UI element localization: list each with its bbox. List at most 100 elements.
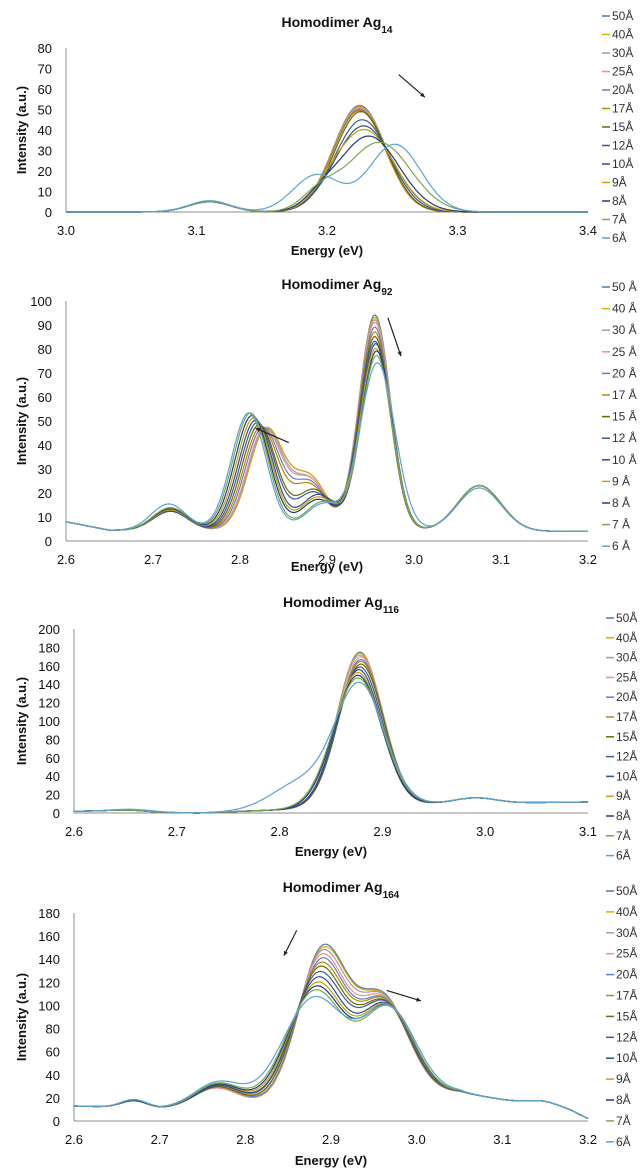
series-line-8Å — [66, 135, 588, 213]
legend-label: 12 Å — [612, 430, 637, 445]
trend-arrow — [283, 930, 298, 957]
x-tick-label: 3.1 — [492, 552, 510, 567]
legend-label: 30Å — [616, 650, 637, 665]
x-tick-label: 2.7 — [168, 824, 186, 839]
x-tick-label: 2.8 — [236, 1132, 254, 1147]
y-tick-label: 80 — [46, 732, 60, 747]
legend-item: 15Å — [606, 729, 637, 744]
series-line-20Å — [66, 108, 588, 213]
x-tick-label: 2.8 — [231, 552, 249, 567]
legend-item: 10 Å — [602, 452, 637, 467]
y-tick-label: 160 — [38, 659, 60, 674]
legend-item: 25Å — [606, 946, 637, 961]
legend-item: 25 Å — [602, 344, 637, 359]
y-axis-title: Intensity (a.u.) — [14, 377, 29, 465]
series-line-17Å — [66, 109, 588, 213]
legend-item: 30Å — [602, 45, 633, 60]
series-line-30Å — [74, 654, 588, 814]
legend-label: 12Å — [612, 138, 633, 153]
legend-item: 8Å — [602, 193, 627, 208]
legend-label: 20 Å — [612, 365, 637, 380]
series-line-6Å — [74, 681, 588, 814]
series-line-50Å — [66, 104, 588, 213]
legend-item: 30Å — [606, 925, 637, 940]
legend-label: 9Å — [616, 788, 631, 803]
chart-title-main: Homodimer Ag — [283, 594, 383, 610]
y-tick-label: 30 — [38, 462, 52, 477]
y-tick-label: 50 — [38, 103, 52, 118]
x-axis-title: Energy (eV) — [291, 559, 363, 574]
legend-item: 15 Å — [602, 409, 637, 424]
x-axis-title: Energy (eV) — [295, 844, 367, 859]
legend-item: 25Å — [602, 64, 633, 79]
legend-item: 17Å — [606, 988, 637, 1003]
series-line-25Å — [66, 107, 588, 213]
x-axis-title: Energy (eV) — [295, 1153, 367, 1168]
chart-panel-3: Homodimer Ag164 0 20 40 60 80 100 120 140 160 180 2… — [14, 879, 637, 1168]
legend-label: 17Å — [612, 101, 633, 116]
legend-item: 40 Å — [602, 301, 637, 316]
y-tick-label: 50 — [38, 414, 52, 429]
y-tick-label: 0 — [53, 806, 60, 821]
x-tick-label: 3.1 — [187, 223, 205, 238]
legend-label: 10Å — [616, 1050, 637, 1065]
legend-label: 9Å — [616, 1071, 631, 1086]
x-tick-label: 2.8 — [271, 824, 289, 839]
series-line-9Å — [74, 981, 589, 1119]
series-line-12Å — [74, 970, 589, 1119]
y-tick-label: 60 — [38, 390, 52, 405]
legend-label: 20Å — [616, 689, 637, 704]
x-tick-label: 3.4 — [579, 223, 597, 238]
x-tick-label: 2.6 — [57, 552, 75, 567]
y-tick-label: 40 — [38, 123, 52, 138]
x-tick-label: 3.1 — [579, 824, 597, 839]
legend-item: 9Å — [606, 1071, 631, 1086]
y-tick-label: 90 — [38, 318, 52, 333]
legend-label: 15Å — [612, 119, 633, 134]
x-tick-label: 3.2 — [318, 223, 336, 238]
y-tick-label: 10 — [38, 510, 52, 525]
trend-arrow — [386, 989, 422, 1002]
series-line-7Å — [66, 141, 588, 213]
legend-label: 15Å — [616, 1008, 637, 1023]
trend-arrow — [398, 74, 426, 98]
legend-label: 50Å — [616, 610, 637, 625]
x-tick-label: 3.0 — [405, 552, 423, 567]
chart-title-main: Homodimer Ag — [282, 276, 382, 292]
legend-label: 25Å — [616, 669, 637, 684]
x-axis-title: Energy (eV) — [291, 243, 363, 258]
x-tick-label: 3.1 — [493, 1132, 511, 1147]
legend-label: 25Å — [612, 64, 633, 79]
legend-item: 40Å — [602, 27, 633, 42]
x-tick-label: 2.9 — [373, 824, 391, 839]
legend-label: 6Å — [616, 1134, 631, 1149]
legend-label: 15 Å — [612, 409, 637, 424]
y-tick-label: 180 — [38, 640, 60, 655]
chart-title: Homodimer Ag116 — [283, 594, 399, 616]
y-tick-label: 20 — [38, 164, 52, 179]
legend-label: 40 Å — [612, 301, 637, 316]
series-line-9Å — [65, 347, 588, 532]
series-line-6Å — [65, 362, 588, 532]
y-tick-label: 180 — [38, 906, 60, 921]
series-line-10Å — [74, 669, 588, 814]
legend-label: 50Å — [616, 883, 637, 898]
legend-label: 30Å — [612, 45, 633, 60]
legend-item: 12Å — [602, 138, 633, 153]
y-axis-title: Intensity (a.u.) — [14, 973, 29, 1061]
chart-title: Homodimer Ag14 — [282, 14, 393, 36]
y-tick-label: 60 — [46, 751, 60, 766]
x-tick-label: 3.0 — [408, 1132, 426, 1147]
legend-label: 40Å — [616, 630, 637, 645]
y-tick-label: 70 — [38, 62, 52, 77]
legend-item: 10Å — [606, 1050, 637, 1065]
y-tick-label: 0 — [53, 1114, 60, 1129]
legend-item: 15Å — [602, 119, 633, 134]
legend-label: 40Å — [616, 904, 637, 919]
legend-label: 10 Å — [612, 452, 637, 467]
legend-label: 30Å — [616, 925, 637, 940]
y-tick-label: 80 — [38, 41, 52, 56]
x-tick-label: 3.0 — [57, 223, 75, 238]
chart-title-subscript: 116 — [383, 605, 400, 616]
